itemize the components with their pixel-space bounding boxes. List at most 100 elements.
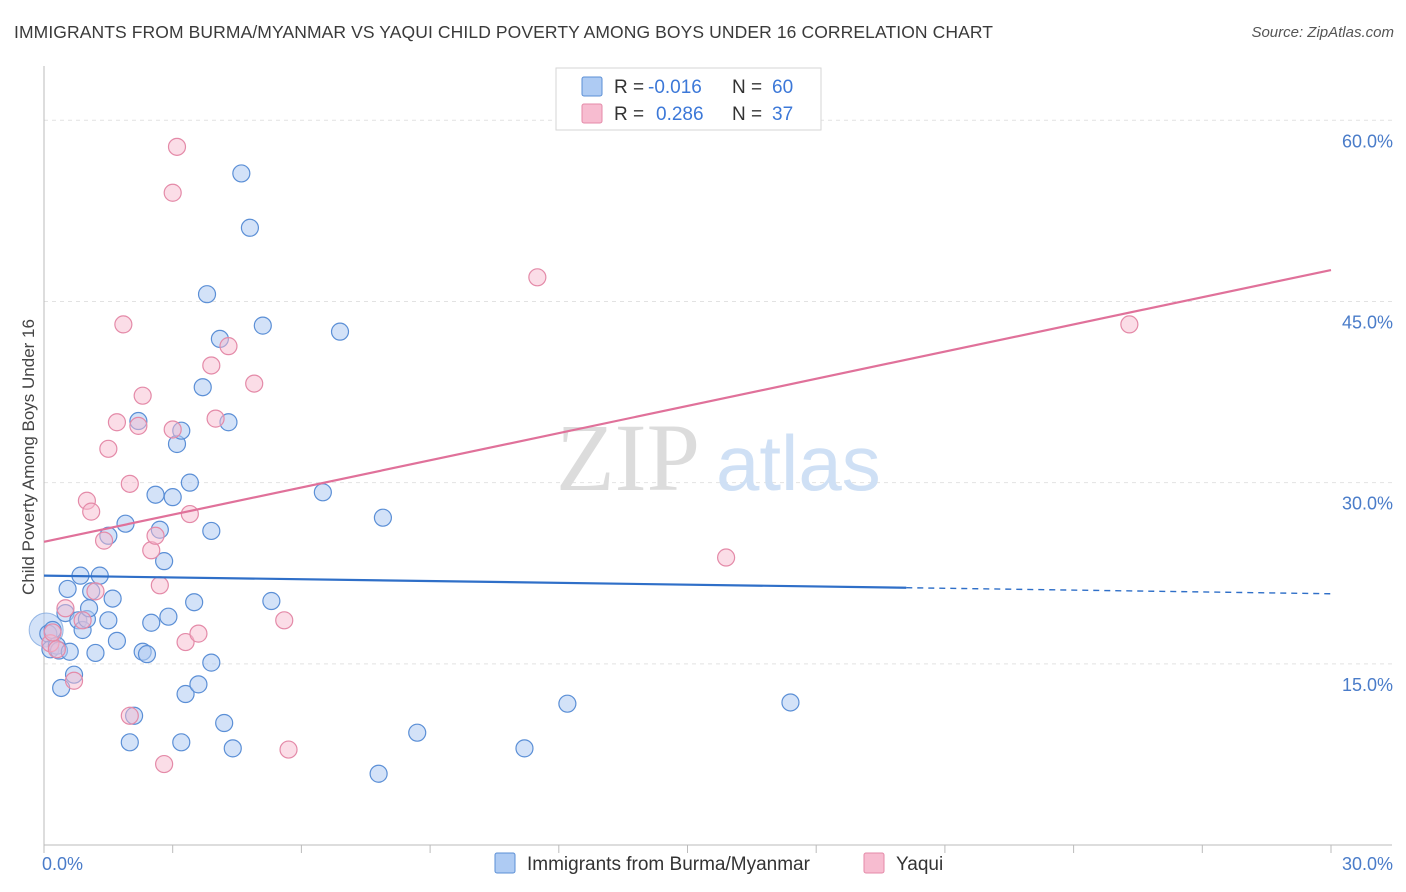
yaqui-point (107, 413, 127, 432)
burma-point (232, 164, 251, 183)
bottom-legend-swatch-blue (494, 852, 516, 874)
legend-n-value-2: 37 (772, 104, 793, 125)
legend-r-value-2: 0.286 (656, 104, 704, 125)
burma-point (408, 723, 427, 742)
burma-point (155, 552, 174, 571)
burma-point (515, 739, 534, 758)
burma-point (781, 693, 800, 712)
burma-point (180, 473, 199, 492)
yaqui-point (146, 526, 165, 545)
burma-point (197, 285, 217, 304)
yaqui-point (56, 599, 75, 618)
burma-point (99, 611, 118, 630)
yaqui-point (180, 504, 199, 524)
bottom-legend-label-yaqui: Yaqui (896, 854, 943, 875)
x-tick-labels: 0.0% 30.0% (42, 854, 1393, 874)
burma-point (159, 607, 178, 626)
legend-r-label-2: R = (614, 104, 644, 125)
burma-point (262, 591, 281, 611)
yaqui-point (82, 502, 101, 521)
y-tick-label-0: 15.0% (1342, 675, 1393, 695)
y-tick-label-1: 30.0% (1342, 494, 1393, 514)
axes (43, 66, 1392, 853)
chart-title: IMMIGRANTS FROM BURMA/MYANMAR VS YAQUI C… (14, 22, 994, 42)
yaqui-point (528, 268, 547, 287)
yaqui-point (129, 416, 148, 435)
yaqui-point (202, 356, 221, 375)
burma-point (189, 675, 208, 694)
trend-lines (43, 268, 1332, 595)
yaqui-point (86, 582, 105, 601)
y-tick-labels: 15.0% 30.0% 45.0% 60.0% (1342, 131, 1393, 695)
legend-n-label-1: N = (732, 77, 762, 98)
burma-trend-line-dashed (906, 587, 1332, 595)
burma-point (142, 613, 161, 632)
yaqui-point (120, 474, 139, 493)
yaqui-point (717, 548, 736, 567)
burma-point (103, 589, 122, 608)
burma-point (176, 684, 195, 704)
yaqui-point (167, 137, 187, 156)
yaqui-point (43, 623, 62, 642)
yaqui-point (150, 576, 169, 595)
burma-point (58, 579, 77, 599)
yaqui-point (114, 315, 133, 334)
watermark-atlas: atlas (716, 419, 881, 507)
burma-point (163, 488, 182, 507)
burma-point (369, 764, 388, 783)
yaqui-point (133, 386, 152, 405)
y-tick-label-3: 60.0% (1342, 131, 1393, 151)
yaqui-point (99, 439, 118, 458)
bottom-legend-label-burma: Immigrants from Burma/Myanmar (527, 854, 811, 875)
x-tick-label-1: 30.0% (1342, 854, 1393, 874)
grid-lines (44, 119, 1392, 665)
yaqui-point (155, 754, 174, 774)
legend-swatch-pink (581, 103, 603, 124)
yaqui-point (1120, 315, 1139, 334)
yaqui-point (64, 671, 84, 690)
yaqui-point (94, 531, 114, 550)
bottom-legend-swatch-pink (863, 852, 885, 874)
yaqui-point (163, 183, 182, 202)
watermark: ZIP atlas (556, 404, 881, 511)
burma-point (223, 739, 242, 758)
burma-trend-line (43, 574, 907, 589)
series-yaqui-points (41, 137, 1139, 774)
burma-point (313, 483, 332, 502)
watermark-zip: ZIP (556, 404, 700, 511)
burma-point (240, 218, 260, 237)
yaqui-point (245, 374, 264, 393)
burma-point (185, 593, 204, 612)
yaqui-point (275, 611, 294, 630)
legend-swatch-blue (581, 76, 603, 97)
yaqui-point (219, 337, 238, 356)
burma-point (202, 653, 221, 672)
legend-n-value-1: 60 (772, 77, 793, 98)
top-legend: R = -0.016 N = 60 R = 0.286 N = 37 (555, 67, 822, 131)
legend-r-label-1: R = (614, 77, 644, 98)
burma-point (146, 485, 165, 504)
burma-point (172, 733, 191, 752)
y-axis-title: Child Poverty Among Boys Under 16 (19, 319, 38, 595)
yaqui-point (163, 420, 182, 439)
yaqui-point (189, 624, 208, 643)
burma-point (86, 643, 105, 663)
burma-point (558, 694, 577, 713)
y-tick-label-2: 45.0% (1342, 312, 1393, 332)
yaqui-point (47, 640, 66, 659)
burma-point (253, 316, 272, 335)
burma-point (215, 713, 234, 733)
yaqui-point (206, 409, 225, 428)
yaqui-point (176, 632, 195, 652)
yaqui-point (120, 706, 139, 725)
burma-point (330, 322, 350, 341)
burma-point (137, 645, 157, 664)
yaqui-point (73, 611, 92, 630)
burma-point (193, 378, 212, 397)
burma-point (107, 631, 127, 650)
burma-point (373, 508, 393, 527)
source-label: Source: ZipAtlas.com (1251, 24, 1394, 41)
bottom-legend: Immigrants from Burma/Myanmar Yaqui (494, 852, 943, 875)
burma-point (120, 733, 139, 752)
